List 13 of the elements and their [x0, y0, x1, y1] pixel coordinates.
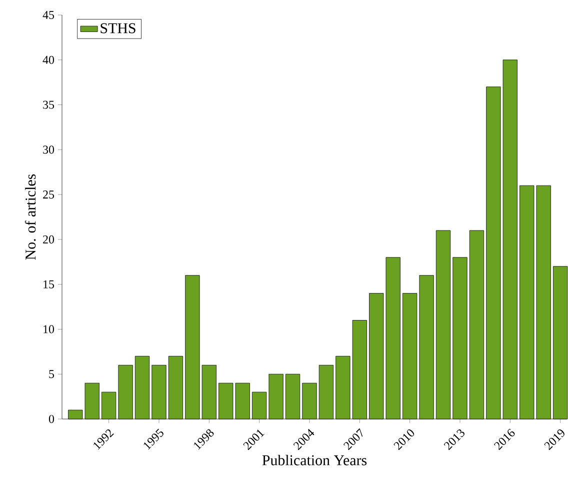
y-tick-label: 0	[48, 414, 54, 424]
y-tick-label: 10	[44, 325, 54, 334]
y-tick-label: 45	[42, 11, 54, 19]
y-tick-label: 5	[49, 370, 54, 378]
y-tick-label: 40	[42, 56, 54, 64]
legend-label: STHS	[100, 23, 136, 34]
y-tick-label: 30	[43, 146, 54, 154]
y-tick-label: 35	[43, 100, 54, 109]
x-axis-title: Publication Years	[262, 454, 367, 466]
y-tick-label: 20	[43, 235, 54, 244]
y-tick-label: 15	[44, 280, 54, 288]
y-axis-title: No. of articles	[24, 174, 36, 260]
y-tick-label: 25	[43, 190, 54, 199]
